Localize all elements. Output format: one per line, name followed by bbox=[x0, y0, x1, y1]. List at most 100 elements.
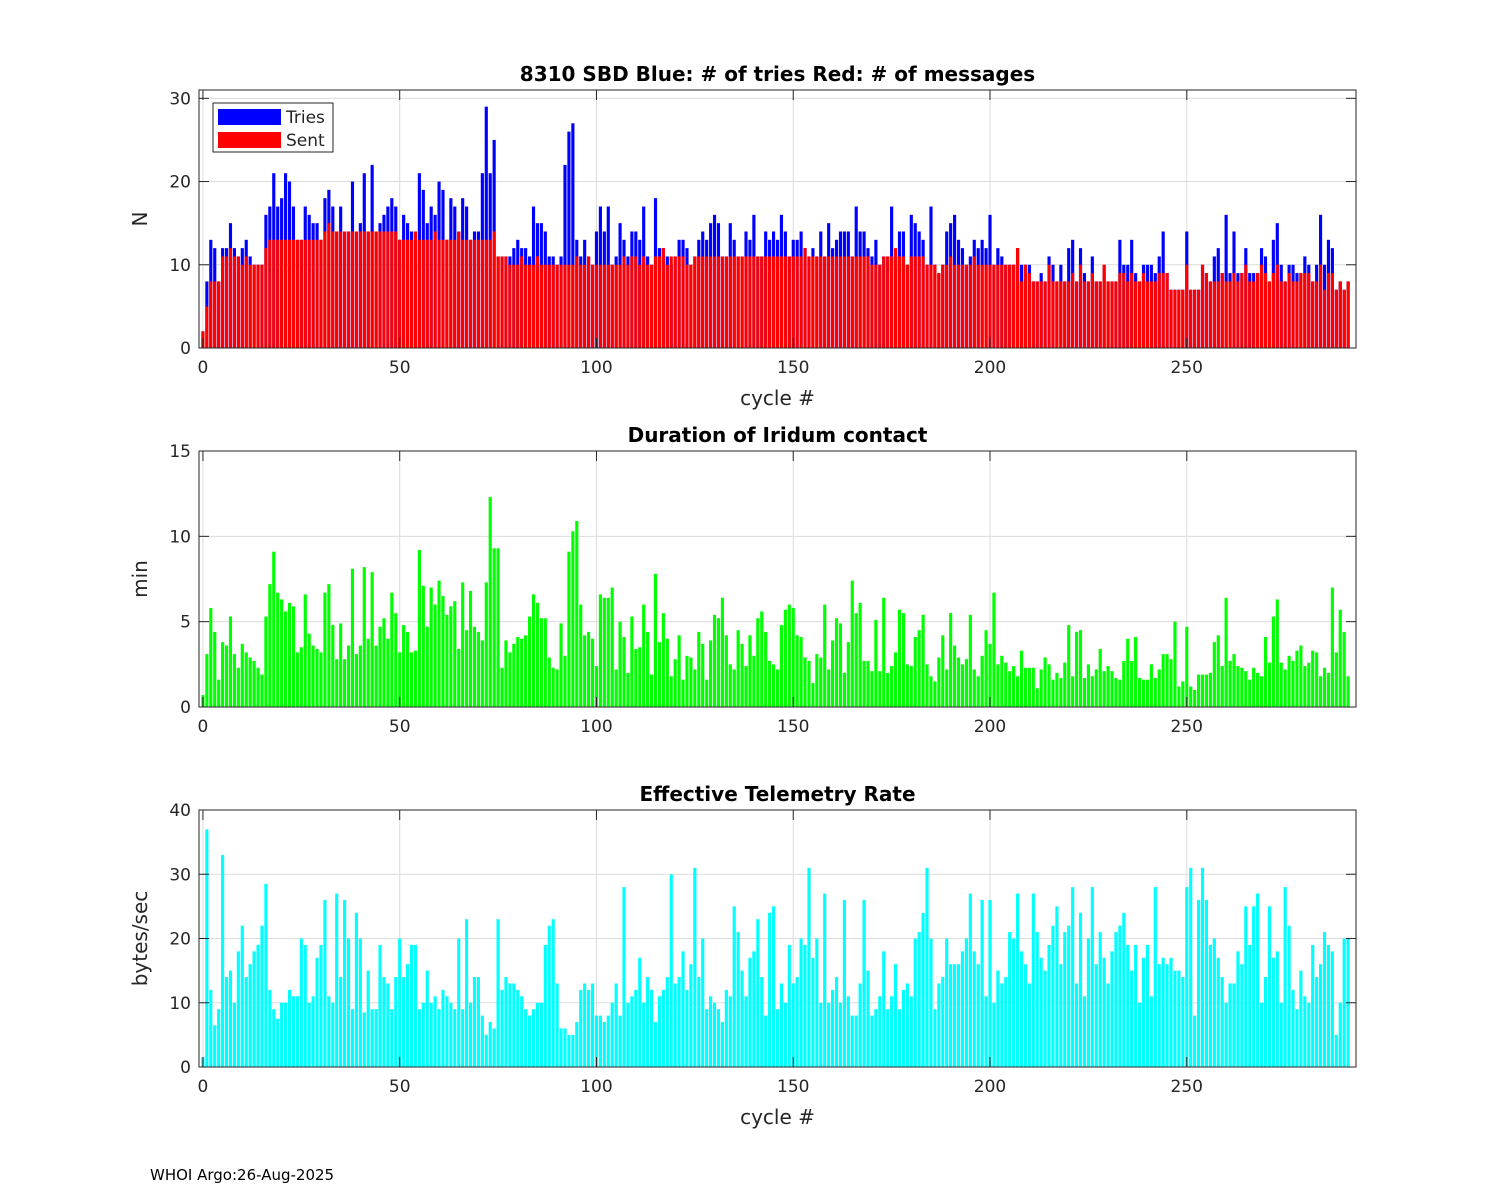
axes-box bbox=[198, 89, 1357, 349]
bar-sent-cycle-244 bbox=[1161, 273, 1165, 348]
bar-rate-cycle-143 bbox=[764, 1015, 768, 1067]
y-tick-label: 0 bbox=[180, 698, 191, 718]
bar-duration-cycle-71 bbox=[480, 640, 484, 707]
bar-sent-cycle-131 bbox=[716, 256, 721, 348]
bar-rate-cycle-79 bbox=[512, 983, 516, 1067]
bar-sent-cycle-196 bbox=[972, 256, 976, 348]
bar-sent-cycle-26 bbox=[303, 239, 307, 348]
bar-sent-cycle-99 bbox=[590, 264, 595, 348]
bar-rate-cycle-175 bbox=[890, 996, 894, 1067]
bar-duration-cycle-208 bbox=[1019, 650, 1024, 707]
bar-rate-cycle-233 bbox=[1118, 925, 1122, 1067]
bar-rate-cycle-71 bbox=[480, 1015, 484, 1067]
bar-tries-cycle-92 bbox=[563, 164, 567, 348]
bar-sent-cycle-13 bbox=[252, 264, 256, 348]
bar-rate-cycle-197 bbox=[976, 964, 980, 1067]
bar-sent-cycle-128 bbox=[705, 256, 709, 348]
bar-sent-cycle-79 bbox=[512, 264, 516, 348]
bar-duration-cycle-182 bbox=[917, 630, 921, 707]
bar-rate-cycle-264 bbox=[1240, 964, 1244, 1067]
bar-rate-cycle-219 bbox=[1063, 932, 1067, 1067]
bar-sent-cycle-75 bbox=[496, 256, 500, 348]
bar-duration-cycle-47 bbox=[386, 638, 390, 707]
bar-duration-cycle-150 bbox=[791, 608, 795, 707]
bar-sent-cycle-183 bbox=[921, 256, 925, 348]
bar-rate-cycle-2 bbox=[209, 989, 213, 1067]
bar-sent-cycle-197 bbox=[976, 264, 980, 348]
bar-sent-cycle-44 bbox=[374, 231, 378, 348]
bar-rate-cycle-69 bbox=[472, 977, 477, 1067]
bar-sent-cycle-28 bbox=[311, 239, 315, 348]
bar-sent-cycle-240 bbox=[1145, 281, 1149, 348]
bar-duration-cycle-1 bbox=[205, 654, 209, 707]
chart-title: 8310 SBD Blue: # of tries Red: # of mess… bbox=[520, 62, 1035, 86]
bar-sent-cycle-9 bbox=[236, 256, 240, 348]
bar-duration-cycle-120 bbox=[673, 659, 677, 707]
x-tick-label: 50 bbox=[389, 358, 411, 378]
bar-sent-cycle-162 bbox=[838, 256, 843, 348]
bar-sent-cycle-275 bbox=[1283, 281, 1287, 348]
bar-sent-cycle-149 bbox=[787, 256, 791, 348]
bar-rate-cycle-56 bbox=[421, 1002, 425, 1067]
bar-sent-cycle-236 bbox=[1130, 273, 1134, 348]
bar-rate-cycle-290 bbox=[1342, 938, 1346, 1067]
bar-rate-cycle-244 bbox=[1161, 957, 1165, 1067]
bar-rate-cycle-271 bbox=[1267, 906, 1271, 1067]
bar-duration-cycle-242 bbox=[1153, 677, 1157, 707]
bar-sent-cycle-130 bbox=[712, 256, 717, 348]
bar-sent-cycle-55 bbox=[417, 239, 421, 348]
bar-sent-cycle-234 bbox=[1122, 273, 1126, 348]
bar-sent-cycle-212 bbox=[1035, 281, 1039, 348]
bar-sent-cycle-64 bbox=[453, 239, 457, 348]
bar-duration-cycle-152 bbox=[799, 637, 803, 707]
bar-rate-cycle-34 bbox=[335, 893, 339, 1067]
bar-sent-cycle-198 bbox=[980, 264, 984, 348]
bar-duration-cycle-213 bbox=[1039, 669, 1043, 707]
bar-rate-cycle-23 bbox=[291, 996, 296, 1067]
bar-rate-cycle-252 bbox=[1193, 1015, 1197, 1067]
bar-rate-cycle-51 bbox=[402, 977, 406, 1067]
bar-duration-cycle-7 bbox=[228, 616, 233, 707]
bar-duration-cycle-54 bbox=[413, 650, 418, 707]
bar-rate-cycle-92 bbox=[563, 1028, 567, 1067]
bar-rate-cycle-204 bbox=[1004, 977, 1008, 1067]
bar-duration-cycle-279 bbox=[1299, 645, 1303, 707]
bar-sent-cycle-241 bbox=[1149, 281, 1153, 348]
bar-duration-cycle-76 bbox=[500, 667, 504, 707]
bar-duration-cycle-50 bbox=[398, 652, 402, 707]
bar-sent-cycle-48 bbox=[390, 231, 394, 348]
bar-sent-cycle-286 bbox=[1326, 273, 1331, 348]
bar-rate-cycle-46 bbox=[382, 977, 386, 1067]
bar-duration-cycle-270 bbox=[1263, 637, 1268, 707]
bar-sent-cycle-60 bbox=[437, 239, 441, 348]
bar-rate-cycle-288 bbox=[1334, 1034, 1338, 1067]
bar-duration-cycle-175 bbox=[890, 666, 894, 707]
bar-duration-cycle-144 bbox=[768, 660, 772, 707]
bar-sent-cycle-22 bbox=[287, 239, 292, 348]
y-tick-label: 15 bbox=[169, 442, 191, 462]
bar-sent-cycle-209 bbox=[1023, 264, 1028, 348]
bar-sent-cycle-276 bbox=[1287, 273, 1291, 348]
bar-rate-cycle-73 bbox=[488, 1022, 492, 1067]
bar-rate-cycle-58 bbox=[429, 1002, 433, 1067]
bar-rate-cycle-89 bbox=[551, 919, 555, 1067]
axes-box bbox=[198, 450, 1357, 708]
bar-rate-cycle-7 bbox=[228, 970, 233, 1067]
bar-duration-cycle-28 bbox=[311, 645, 315, 707]
bar-sent-cycle-272 bbox=[1271, 273, 1275, 348]
bar-rate-cycle-44 bbox=[374, 1009, 378, 1067]
bar-duration-cycle-166 bbox=[854, 613, 858, 707]
bar-rate-cycle-280 bbox=[1303, 996, 1307, 1067]
bar-rate-cycle-9 bbox=[236, 951, 240, 1067]
bar-sent-cycle-57 bbox=[425, 239, 429, 348]
bar-duration-cycle-205 bbox=[1008, 671, 1012, 707]
bar-sent-cycle-121 bbox=[677, 256, 681, 348]
bar-duration-cycle-97 bbox=[583, 635, 587, 707]
bar-sent-cycle-249 bbox=[1181, 289, 1185, 348]
bar-rate-cycle-130 bbox=[712, 1002, 717, 1067]
bar-rate-cycle-149 bbox=[787, 944, 791, 1067]
bar-duration-cycle-225 bbox=[1086, 664, 1090, 707]
bar-sent-cycle-138 bbox=[744, 256, 748, 348]
bar-duration-cycle-266 bbox=[1248, 679, 1252, 707]
bar-sent-cycle-230 bbox=[1106, 281, 1110, 348]
